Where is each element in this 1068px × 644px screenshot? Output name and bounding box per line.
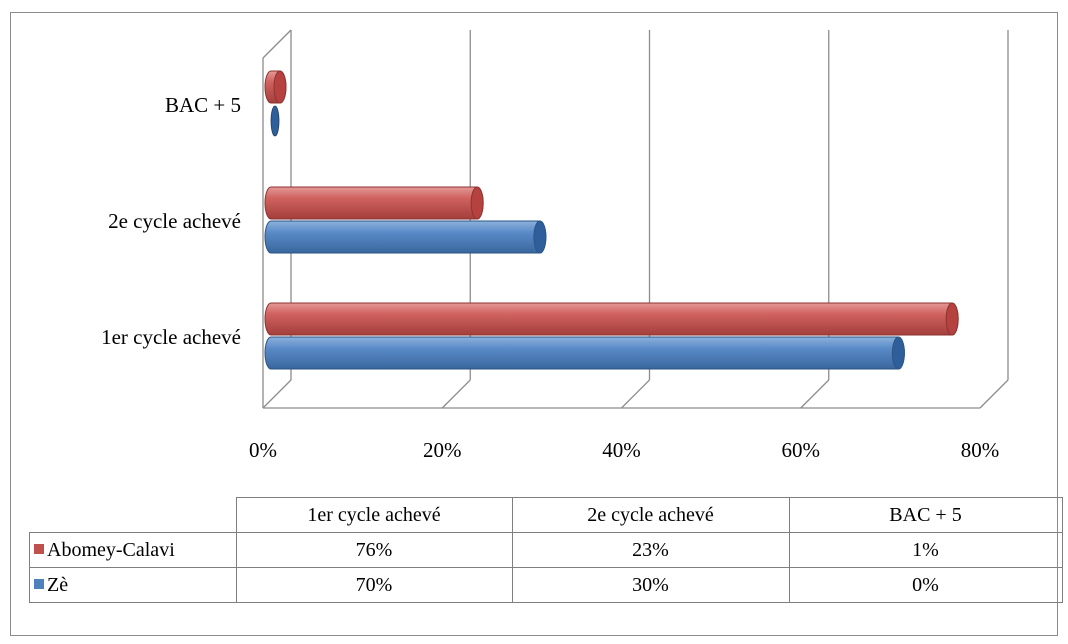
table-row: Zè 70% 30% 0%: [29, 567, 1063, 603]
bar-cap-0-2: [273, 70, 287, 104]
table-corner-cell: [29, 497, 237, 533]
floor-gridline: [441, 379, 471, 409]
bar-0-1: [264, 186, 484, 220]
category-label: 2e cycle achevé: [108, 209, 241, 233]
table-header-row: 1er cycle achevé 2e cycle achevé BAC + 5: [29, 497, 1063, 533]
data-table: 1er cycle achevé 2e cycle achevé BAC + 5…: [29, 497, 1063, 603]
legend-swatch-red-icon: [34, 543, 44, 554]
bar-1-1: [264, 220, 547, 254]
bar-1-0: [264, 336, 905, 370]
table-header-cat-2: 2e cycle achevé: [511, 497, 790, 533]
value-cell: 23%: [511, 532, 790, 568]
bar-cap-1-1: [533, 220, 547, 254]
value-cell: 70%: [235, 567, 513, 603]
plot-area: 0% 20% 40% 60% 80% 1er cycle achevé 2e cycle a…: [101, 29, 1009, 462]
table-header-cat-1: 1er cycle achevé: [235, 497, 513, 533]
floor-gridline: [262, 379, 292, 409]
x-tick-label: 60%: [782, 438, 821, 462]
series-label-abomey: Abomey-Calavi: [29, 532, 237, 568]
chart-plot: 0% 20% 40% 60% 80% 1er cycle achevé 2e cycle a…: [101, 29, 1009, 462]
value-cell: 30%: [511, 567, 790, 603]
series-label-ze: Zè: [29, 567, 237, 603]
bar-0-0: [264, 302, 959, 336]
floor-gridline: [621, 379, 650, 409]
series-name: Zè: [47, 573, 69, 596]
category-label: BAC + 5: [165, 93, 241, 117]
left-wall-top-edge: [262, 29, 292, 59]
table-header-cat-3: BAC + 5: [788, 497, 1063, 533]
bar-cap-0-1: [470, 186, 484, 220]
x-tick-label: 40%: [602, 438, 641, 462]
bar-cap-0-0: [945, 302, 959, 336]
bar-cap-1-0: [891, 336, 905, 370]
value-cell: 0%: [788, 567, 1063, 603]
series-name: Abomey-Calavi: [47, 538, 175, 561]
bar-1-2: [270, 105, 280, 137]
floor-gridline: [979, 379, 1009, 409]
table-row: Abomey-Calavi 76% 23% 1%: [29, 532, 1063, 568]
x-tick-label: 80%: [961, 438, 1000, 462]
x-tick-label: 0%: [249, 438, 277, 462]
category-label: 1er cycle achevé: [101, 325, 241, 349]
x-tick-label: 20%: [423, 438, 462, 462]
value-cell: 1%: [788, 532, 1063, 568]
value-cell: 76%: [235, 532, 513, 568]
floor-gridline: [800, 379, 830, 409]
legend-swatch-blue-icon: [34, 578, 44, 589]
